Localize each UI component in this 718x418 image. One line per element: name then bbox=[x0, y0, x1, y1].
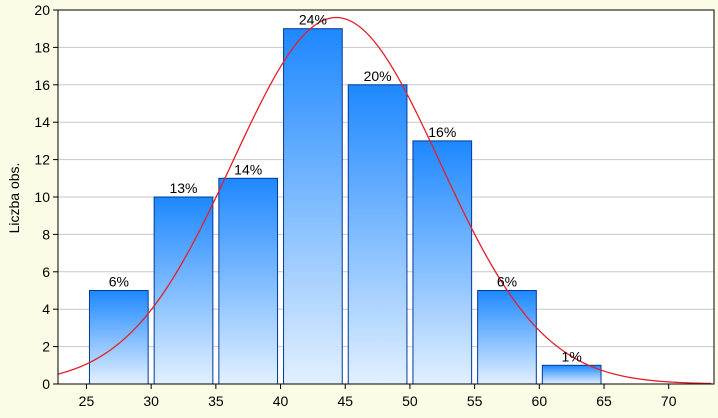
x-tick-label: 25 bbox=[79, 393, 95, 409]
x-tick-label: 50 bbox=[402, 393, 418, 409]
x-tick-labels: 25 30 35 40 45 50 55 60 65 70 bbox=[79, 393, 677, 409]
axes bbox=[53, 9, 715, 389]
histogram-bar bbox=[477, 290, 537, 385]
y-tick-label: 0 bbox=[42, 376, 50, 392]
bar-percent-label: 13% bbox=[169, 180, 197, 196]
y-tick-label: 6 bbox=[42, 264, 50, 280]
bar-percent-label: 6% bbox=[497, 274, 517, 290]
y-tick-label: 18 bbox=[34, 39, 50, 55]
x-tick-label: 60 bbox=[532, 393, 548, 409]
histogram-bar bbox=[283, 28, 343, 385]
y-axis-title: Liczba obs. bbox=[6, 163, 22, 234]
histogram-bar bbox=[412, 140, 473, 385]
bar-percent-label: 24% bbox=[299, 12, 327, 28]
x-tick-label: 65 bbox=[596, 393, 612, 409]
data-labels: 6% 13% 14% 24% 20% 16% 6% 1% bbox=[109, 12, 582, 365]
y-tick-label: 2 bbox=[42, 339, 50, 355]
x-tick-label: 70 bbox=[661, 393, 677, 409]
bars bbox=[88, 28, 602, 385]
bar-percent-label: 1% bbox=[562, 348, 582, 364]
histogram-bar bbox=[541, 364, 602, 385]
x-tick-label: 45 bbox=[337, 393, 353, 409]
histogram-bar bbox=[347, 84, 408, 385]
y-tick-label: 4 bbox=[42, 301, 50, 317]
bar-percent-label: 20% bbox=[364, 68, 392, 84]
bar-percent-label: 6% bbox=[109, 274, 129, 290]
x-tick-label: 55 bbox=[467, 393, 483, 409]
y-tick-label: 20 bbox=[34, 2, 50, 18]
y-tick-label: 12 bbox=[34, 152, 50, 168]
x-tick-label: 40 bbox=[273, 393, 289, 409]
x-tick-label: 30 bbox=[143, 393, 159, 409]
bar-percent-label: 16% bbox=[428, 124, 456, 140]
x-tick-label: 35 bbox=[208, 393, 224, 409]
y-tick-labels: 0 2 4 6 8 10 12 14 16 18 20 bbox=[34, 2, 50, 392]
histogram-bar bbox=[153, 196, 214, 385]
y-tick-label: 8 bbox=[42, 226, 50, 242]
y-tick-label: 14 bbox=[34, 114, 50, 130]
histogram-bar bbox=[88, 290, 149, 385]
normal-curve bbox=[57, 16, 712, 385]
histogram-bar bbox=[218, 177, 279, 385]
y-tick-label: 16 bbox=[34, 77, 50, 93]
bar-percent-label: 14% bbox=[234, 161, 262, 177]
y-tick-label: 10 bbox=[34, 189, 50, 205]
